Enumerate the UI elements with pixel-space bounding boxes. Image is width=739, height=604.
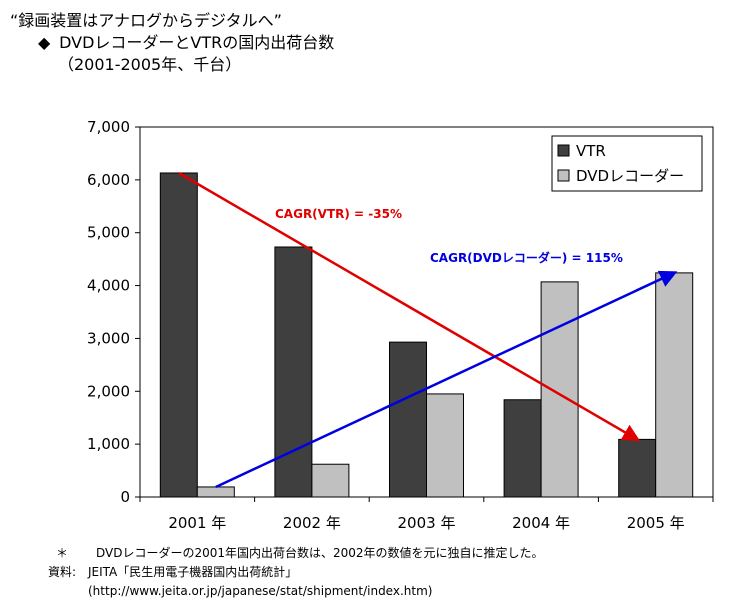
y-tick-label: 7,000 [87,118,130,136]
y-tick-label: 4,000 [87,277,130,295]
x-tick-label: 2002 年 [283,514,341,532]
source-text: JEITA「民生用電子機器国内出荷統計」 [88,565,298,579]
vtr-trend-arrow [178,171,641,442]
legend-swatch-dvd-recorder [557,169,570,182]
estimate-note: ＊ DVDレコーダーの2001年国内出荷台数は、2002年の数値を元に独自に推定し… [48,544,544,563]
bar-vtr [503,399,542,498]
bar-dvd-recorder [311,463,350,498]
bar-vtr [159,172,198,498]
legend-label-dvd-recorder: DVDレコーダー [576,167,684,185]
x-tick-label: 2004 年 [512,514,570,532]
x-tick-label: 2003 年 [398,514,456,532]
source-url: (http://www.jeita.or.jp/japanese/stat/sh… [88,584,433,598]
chart-heading: “録画装置はアナログからデジタルへ” ◆ DVDレコーダーとVTRの国内出荷台数… [10,10,334,76]
y-tick-label: 2,000 [87,382,130,400]
legend-swatch-vtr [557,144,570,157]
y-tick-label: 5,000 [87,224,130,242]
y-tick-label: 6,000 [87,171,130,189]
source-label: 資料: [48,565,77,579]
bar-dvd-recorder [426,393,464,498]
bar-dvd-recorder [655,272,694,498]
dvd-cagr-label: CAGR(DVDレコーダー) = 115% [430,250,623,265]
x-tick-label: 2001 年 [168,514,226,532]
source-note: 資料: JEITA「民生用電子機器国内出荷統計」 [48,563,544,582]
estimate-note-text: DVDレコーダーの2001年国内出荷台数は、2002年の数値を元に独自に推定した… [96,546,544,560]
y-tick-label: 3,000 [87,329,130,347]
bar-vtr [389,341,427,498]
bar-vtr [618,438,657,498]
y-tick-label: 1,000 [87,435,130,453]
diamond-bullet-icon: ◆ [38,33,51,52]
y-tick-label: 0 [120,488,130,506]
bar-dvd-recorder [540,281,579,498]
heading-line2-text: DVDレコーダーとVTRの国内出荷台数 [59,33,335,52]
footnotes: ＊ DVDレコーダーの2001年国内出荷台数は、2002年の数値を元に独自に推定し… [48,544,544,601]
heading-line2: ◆ DVDレコーダーとVTRの国内出荷台数 [10,32,334,54]
x-tick-label: 2005 年 [627,514,685,532]
legend-box [551,135,703,192]
dvd-trend-arrow [215,270,678,489]
asterisk: ＊ [56,546,69,560]
bar-dvd-recorder [196,486,235,498]
heading-line1: “録画装置はアナログからデジタルへ” [10,11,282,30]
legend-label-vtr: VTR [576,142,606,160]
vtr-cagr-label: CAGR(VTR) = -35% [275,207,402,221]
heading-line3: （2001-2005年、千台） [58,55,242,74]
bar-vtr [274,246,313,498]
